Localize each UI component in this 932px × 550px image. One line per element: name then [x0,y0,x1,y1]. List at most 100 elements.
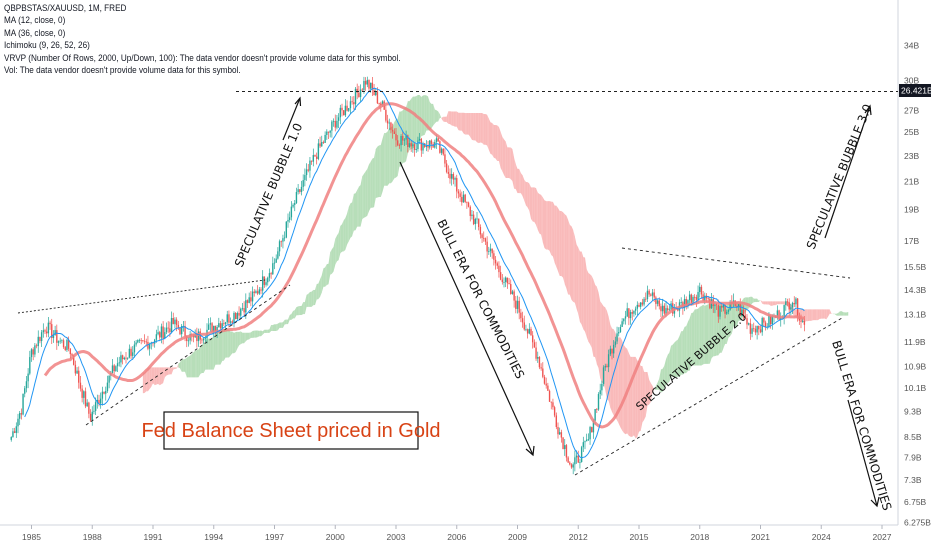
legend-ma12[interactable]: MA (12, close, 0) [4,15,66,27]
candle-body [462,194,465,203]
last-price-tag: 26.421B [899,84,932,97]
legend-ma36[interactable]: MA (36, close, 0) [4,27,66,39]
candle-body [246,300,249,303]
candle-body [601,383,603,391]
candle-body [542,368,544,377]
cloud-segment [463,112,466,135]
price-axis[interactable]: 34B 30B 27B 25B 23B 21B 19B 17B 15.5B 14.3B 13.1B 1… [904,40,931,527]
candle-body [651,292,654,296]
cloud-segment [213,332,216,370]
candle-body [277,251,279,259]
candle-body [133,344,136,353]
candle-body [86,402,88,407]
candle-body [280,241,282,243]
cloud-segment [267,329,270,333]
cloud-segment [176,363,179,369]
candle-body [167,327,169,329]
cloud-segment [816,309,818,321]
cloud-segment [239,331,241,346]
cloud-segment [306,293,309,307]
candle-body [569,462,571,465]
candle-body [135,342,137,345]
candle-body [241,308,244,309]
cloud-segment [365,169,368,217]
y-tick-label: 6.275B [904,518,931,528]
candle-body [155,334,158,340]
cloud-segment [470,113,472,140]
cloud-segment [174,367,177,369]
candle-body [503,281,505,283]
cloud-segment [345,213,348,250]
cloud-segment [429,102,432,131]
cloud-segment [348,203,351,242]
cloud-segment [468,113,471,137]
cloud-segment [282,319,285,328]
cloud-segment [316,283,319,300]
candle-body [368,79,370,89]
legend-symbol[interactable]: QBPBSTAS/XAUUSD, 1M, FRED [4,3,127,14]
cloud-segment [536,188,538,230]
candle-body [574,457,576,465]
candle-body [358,92,360,98]
cloud-segment [659,369,661,393]
candle-body [530,328,532,336]
cloud-segment [512,149,515,189]
candle-body [540,367,542,369]
legend-ichimoku[interactable]: Ichimoku (9, 26, 52, 26) [4,40,90,52]
cloud-segment [819,309,822,319]
candle-body [30,349,33,358]
candle-body [403,139,406,141]
cloud-segment [490,122,493,155]
annotation-bubble-1-arrow [282,97,301,141]
cloud-segment [622,340,624,433]
cloud-segment [531,187,533,222]
cloud-segment [504,139,506,178]
legend-vrvp[interactable]: VRVP (Number Of Rows, 2000, Up/Down, 100… [4,52,401,64]
cloud-segment [836,312,839,316]
cloud-segment [200,344,202,375]
candle-body [759,329,762,333]
time-axis[interactable]: 1985 1988 1991 1994 1997 2000 2003 2006 2009 2012… [22,525,892,542]
candle-body [186,336,188,341]
cloud-segment [173,367,175,370]
cloud-segment [370,158,373,208]
candle-body [175,319,178,325]
candle-body [498,265,500,273]
cloud-segment [547,201,550,251]
candle-body [218,323,220,328]
legend-vol[interactable]: Vol: The data vendor doesn't provide vol… [4,65,241,77]
cloud-segment [151,367,153,387]
cloud-segment [723,304,726,349]
cloud-segment [750,296,753,307]
candle-body [776,310,779,318]
candle-body [332,120,335,122]
candle-body [715,304,718,306]
ma36-line [43,102,805,429]
cloud-segment [583,257,585,332]
cloud-segment [320,275,322,297]
cloud-segment [704,304,707,364]
candle-body [240,308,242,316]
cloud-segment [424,95,427,135]
candle-body [769,315,772,325]
candle-body [800,320,802,322]
cloud-segment [352,193,354,237]
cloud-segment [843,312,845,316]
cloud-segment [149,367,152,390]
cloud-segment [752,296,754,304]
candle-body [518,300,520,313]
y-tick-label: 10.1B [904,383,927,393]
ma12-line [24,87,805,459]
candle-body [528,328,531,334]
x-tick-label: 1988 [83,532,102,542]
cloud-segment [390,126,393,184]
candle-body [32,349,34,355]
cloud-segment [262,329,265,335]
candle-body [371,82,374,90]
candle-body [196,333,198,342]
cloud-segment [357,186,359,227]
candle-body [386,120,389,124]
cloud-segment [171,367,174,375]
cloud-segment [411,96,413,150]
